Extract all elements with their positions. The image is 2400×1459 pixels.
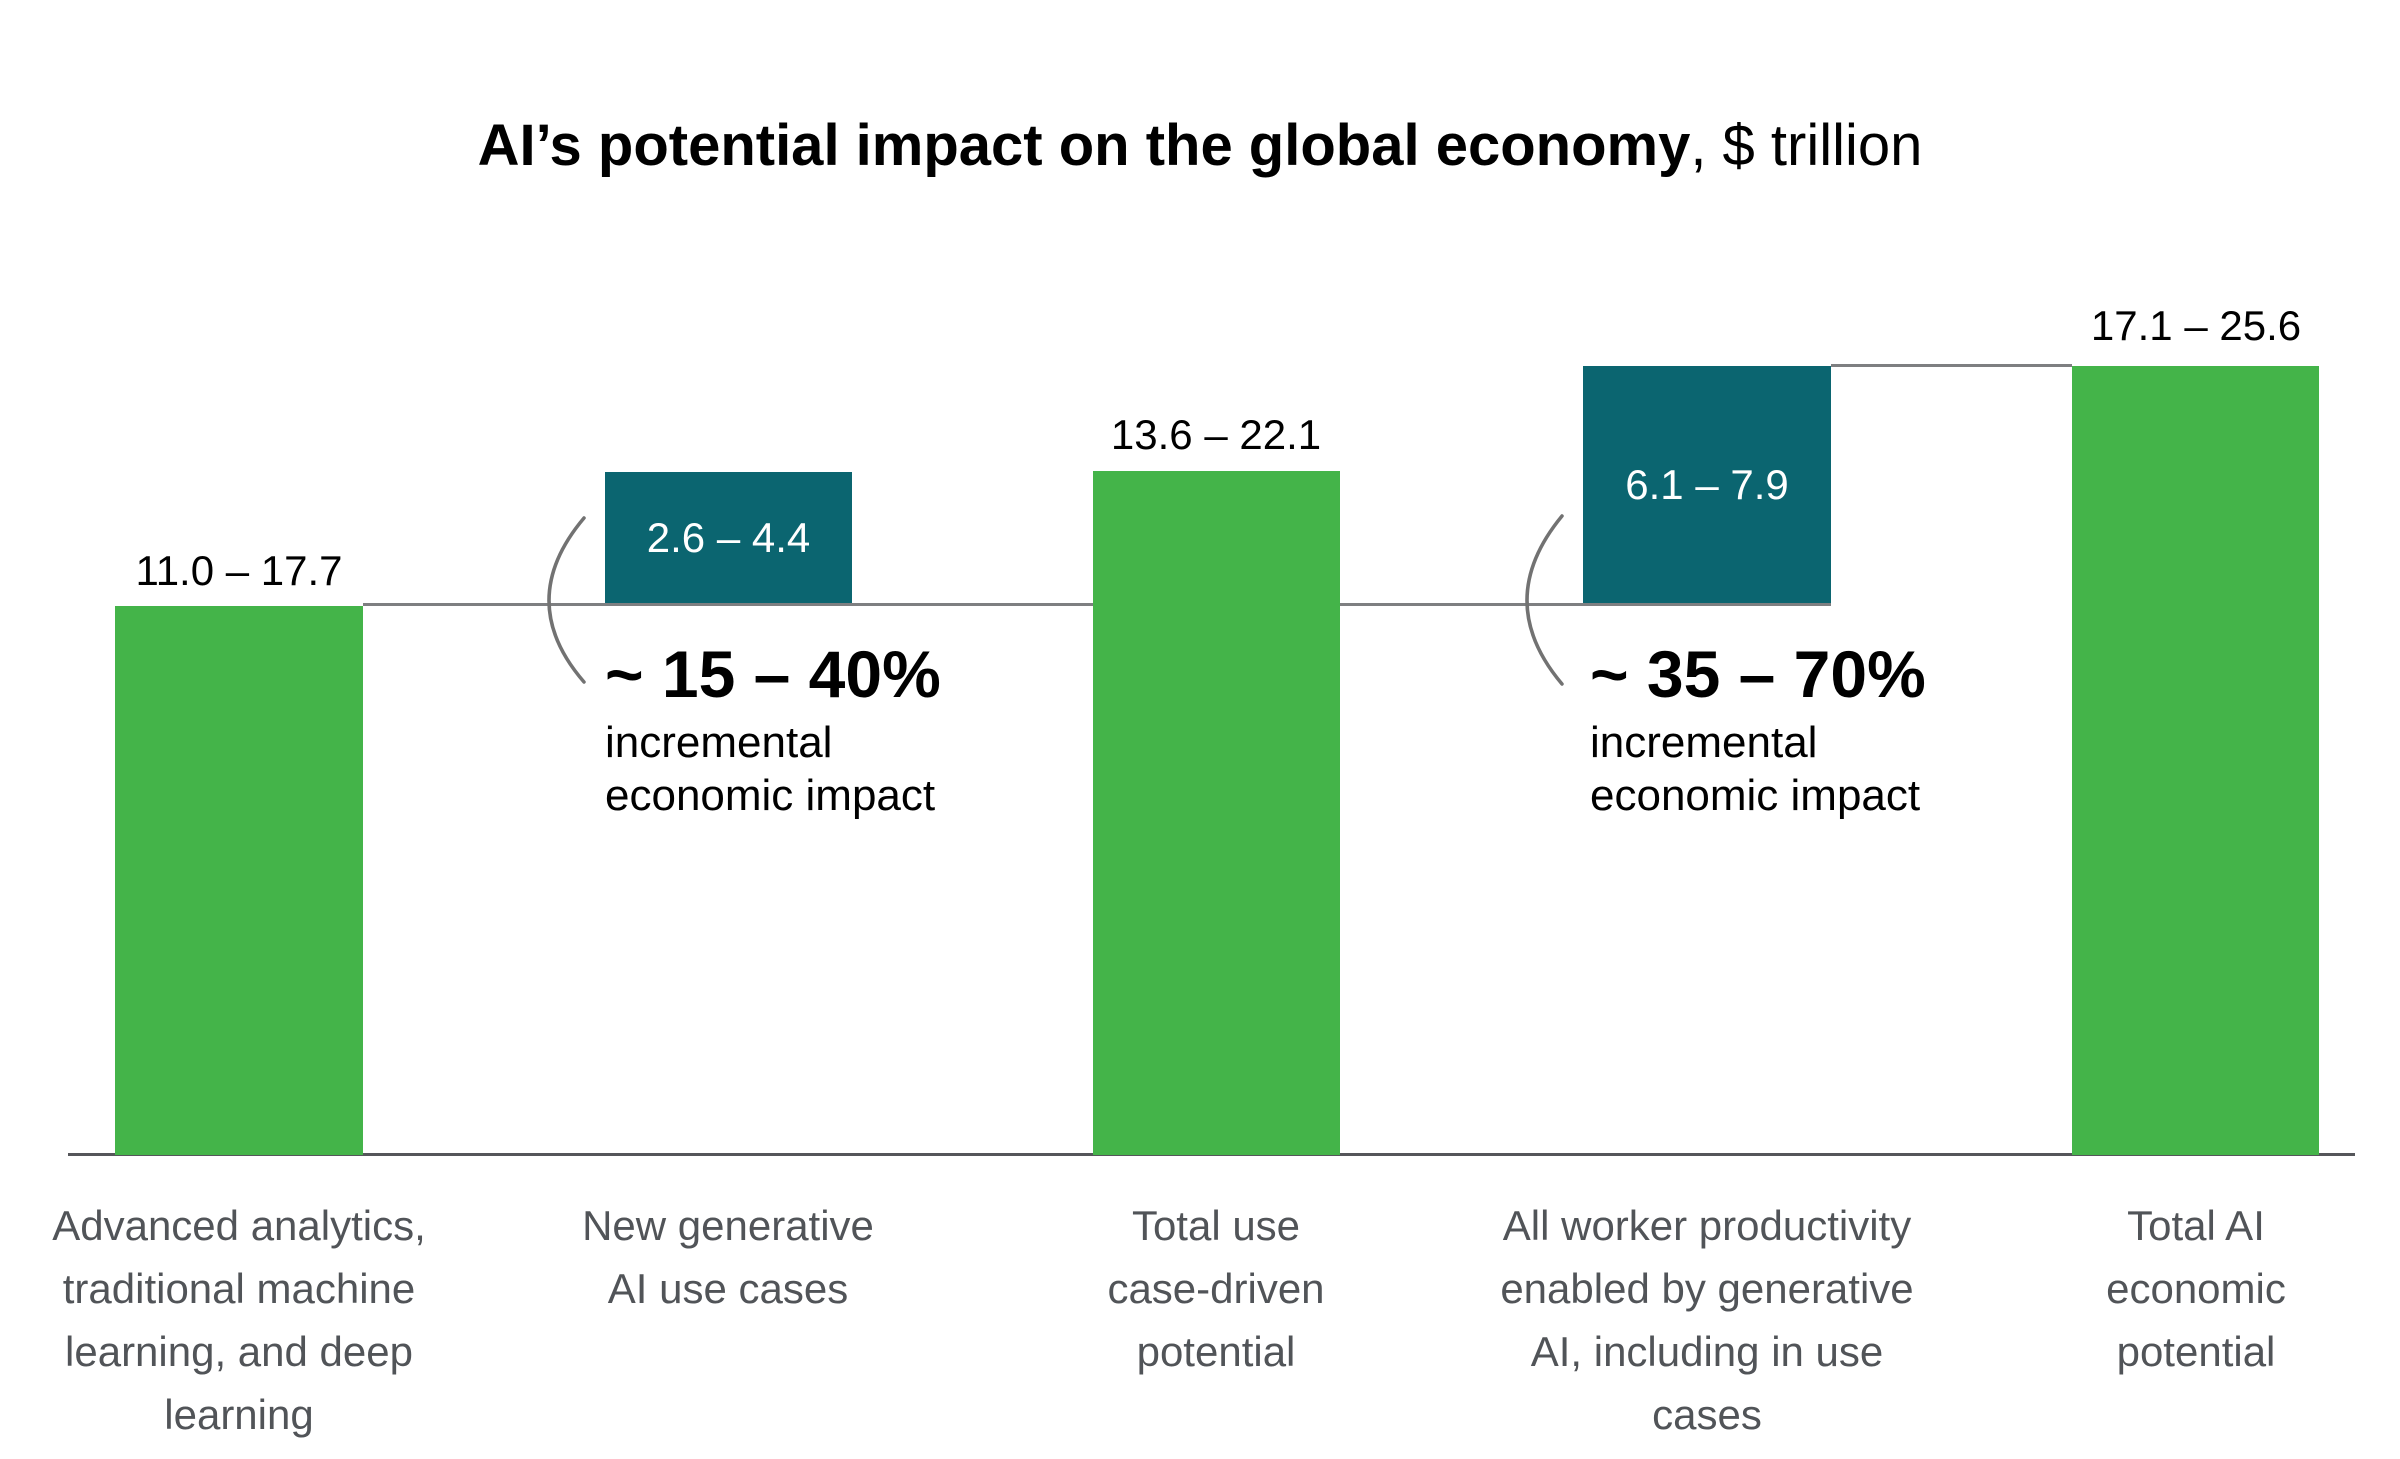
value-label-total-use-case: 13.6 – 22.1 bbox=[1110, 411, 1322, 458]
bar-value-label-worker-productivity: 6.1 – 7.9 bbox=[1625, 460, 1789, 508]
annotation-incremental-1: ~ 15 – 40% incremental economic impact bbox=[605, 638, 941, 822]
category-5-line-1: Total AI bbox=[2127, 1202, 2265, 1249]
category-label-advanced-analytics: Advanced analytics, traditional machine … bbox=[0, 1194, 539, 1446]
category-1-line-1: Advanced analytics, bbox=[52, 1202, 426, 1249]
category-3-line-1: Total use bbox=[1131, 1202, 1301, 1249]
category-1-line-3: learning, and deep bbox=[65, 1328, 413, 1375]
category-3-line-2: case-driven bbox=[1107, 1265, 1325, 1312]
bar-advanced-analytics bbox=[115, 606, 363, 1155]
bar-total-use-case-driven bbox=[1093, 471, 1340, 1155]
annotation-1-body: incremental economic impact bbox=[605, 716, 941, 822]
category-2-line-2: AI use cases bbox=[607, 1265, 849, 1312]
category-5-line-2: economic bbox=[2106, 1265, 2286, 1312]
category-3-line-3: potential bbox=[1136, 1328, 1296, 1375]
bar-new-generative-ai-use-cases: 2.6 – 4.4 bbox=[605, 472, 852, 603]
annotation-arc-1 bbox=[547, 516, 586, 684]
bar-value-label-new-generative: 2.6 – 4.4 bbox=[646, 513, 811, 561]
category-label-total-use-case: Total use case-driven potential bbox=[916, 1194, 1516, 1383]
category-2-line-1: New generative bbox=[582, 1202, 874, 1249]
category-1-line-2: traditional machine bbox=[62, 1265, 416, 1312]
annotation-1-body-line-2: economic impact bbox=[605, 771, 936, 820]
annotation-2-body-line-2: economic impact bbox=[1590, 771, 1921, 820]
chart-title-main: AI’s potential impact on the global econ… bbox=[477, 113, 1691, 178]
category-1-line-4: learning bbox=[164, 1391, 314, 1438]
category-label-new-generative: New generative AI use cases bbox=[428, 1194, 1028, 1320]
annotation-1-body-line-1: incremental bbox=[605, 718, 833, 767]
annotation-2-body-line-1: incremental bbox=[1590, 718, 1818, 767]
annotation-1-headline: ~ 15 – 40% bbox=[605, 637, 941, 711]
annotation-incremental-2: ~ 35 – 70% incremental economic impact bbox=[1590, 638, 1926, 822]
bar-total-ai-economic-potential bbox=[2072, 366, 2319, 1155]
category-4-line-2: enabled by generative bbox=[1500, 1265, 1914, 1312]
category-label-total-ai: Total AI economic potential bbox=[1896, 1194, 2400, 1383]
category-4-line-3: AI, including in use bbox=[1530, 1328, 1884, 1375]
chart-title: AI’s potential impact on the global econ… bbox=[0, 112, 2400, 179]
value-label-total-ai: 17.1 – 25.6 bbox=[2090, 302, 2302, 349]
category-5-line-3: potential bbox=[2116, 1328, 2276, 1375]
bar-all-worker-productivity: 6.1 – 7.9 bbox=[1583, 366, 1831, 603]
category-label-worker-productivity: All worker productivity enabled by gener… bbox=[1407, 1194, 2007, 1446]
connector-line-level-2 bbox=[1831, 364, 2072, 367]
annotation-2-body: incremental economic impact bbox=[1590, 716, 1926, 822]
annotation-arc-2 bbox=[1525, 514, 1564, 686]
value-label-advanced-analytics: 11.0 – 17.7 bbox=[135, 547, 343, 594]
annotation-2-headline: ~ 35 – 70% bbox=[1590, 637, 1926, 711]
category-4-line-1: All worker productivity bbox=[1502, 1202, 1912, 1249]
chart-title-unit: , $ trillion bbox=[1690, 113, 1923, 178]
category-4-line-4: cases bbox=[1652, 1391, 1762, 1438]
